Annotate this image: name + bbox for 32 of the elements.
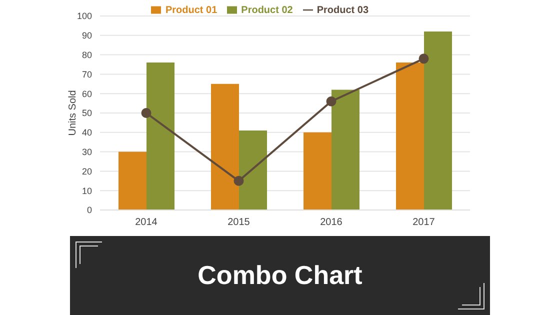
bar (304, 132, 332, 210)
bar (239, 130, 267, 210)
bar (211, 84, 239, 210)
point (326, 96, 336, 106)
point (234, 176, 244, 186)
point (418, 54, 429, 64)
legend-label: Product 02 (241, 5, 293, 16)
x-tick-label: 2015 (228, 217, 250, 228)
y-tick-label: 0 (86, 205, 92, 216)
y-axis-title: Units Sold (68, 90, 79, 136)
y-tick-label: 70 (82, 69, 92, 80)
y-tick-label: 60 (82, 88, 92, 99)
x-tick-label: 2014 (135, 217, 158, 228)
bar (332, 90, 360, 210)
bar (118, 152, 146, 210)
y-tick-label: 10 (82, 186, 92, 196)
y-tick-label: 40 (82, 128, 92, 138)
text: Combo Chart (198, 260, 362, 291)
x-tick-label: 2016 (320, 217, 343, 228)
point (141, 108, 152, 118)
legend-label: Product 03 (316, 5, 369, 16)
y-tick-label: 90 (82, 30, 92, 41)
y-tick-label: 50 (82, 108, 92, 118)
legend-label: Product 01 (165, 5, 218, 16)
bar (424, 32, 452, 210)
y-tick-label: 80 (82, 50, 92, 60)
y-tick-label: 20 (82, 166, 92, 176)
y-tick-label: 100 (76, 11, 92, 22)
bar (146, 62, 174, 210)
y-tick-label: 30 (82, 146, 92, 157)
bar (396, 62, 424, 210)
x-tick-label: 2017 (412, 217, 436, 228)
